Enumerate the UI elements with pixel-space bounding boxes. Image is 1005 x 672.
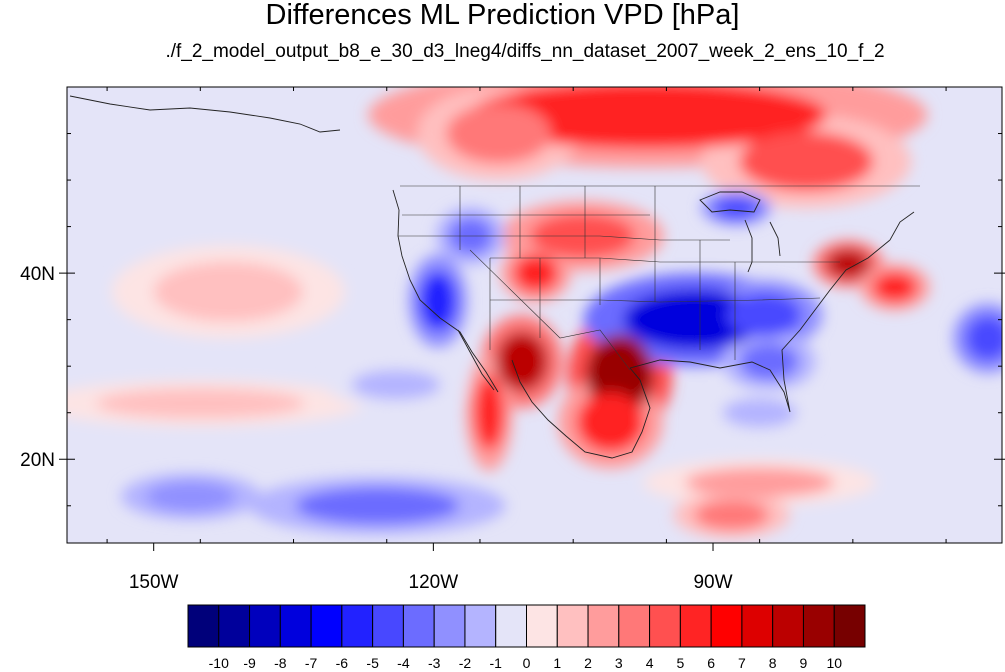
colorbar-label: -2 — [459, 655, 472, 671]
colorbar-label: -1 — [490, 655, 503, 671]
colorbar-label: -5 — [366, 655, 379, 671]
colorbar-swatch-20 — [802, 604, 835, 648]
colorbar-label: -6 — [336, 655, 349, 671]
x-tick-label: 150W — [129, 572, 179, 593]
anomaly-region-0 — [468, 87, 827, 149]
colorbar-swatch-9 — [464, 604, 497, 648]
colorbar-label: 10 — [826, 655, 842, 671]
colorbar-label: 9 — [800, 655, 808, 671]
colorbar-swatch-6 — [372, 604, 404, 648]
y-tick-label: 20N — [20, 450, 55, 471]
anomaly-region-25 — [722, 397, 797, 428]
anomaly-region-24 — [351, 369, 441, 400]
anomaly-region-21 — [965, 315, 1002, 361]
anomaly-region-4 — [513, 254, 559, 292]
anomaly-region-2 — [446, 103, 551, 164]
anomaly-region-22 — [295, 487, 460, 525]
anomaly-region-1 — [739, 131, 874, 192]
anomaly-region-5 — [495, 331, 549, 392]
y-tick-label: 40N — [20, 264, 55, 285]
colorbar-label: 3 — [615, 655, 623, 671]
axis-tick-labels: 150W 120W 90W 40N 20N — [20, 264, 732, 593]
colorbar-swatch-19 — [772, 604, 804, 648]
x-tick-label: 90W — [693, 572, 732, 593]
colorbar-label: 0 — [523, 655, 531, 671]
state-borders — [398, 185, 920, 371]
anomaly-region-10 — [872, 272, 918, 302]
coastlines — [69, 95, 915, 459]
colorbar-label: 8 — [769, 655, 777, 671]
colorbar-label: 1 — [553, 655, 561, 671]
anomaly-region-7 — [576, 392, 645, 452]
colorbar-swatch-15 — [649, 604, 681, 648]
anomaly-region-9 — [825, 248, 871, 279]
colorbar-swatch-12 — [556, 604, 589, 648]
colorbar-label: -7 — [305, 655, 318, 671]
colorbar-swatch-16 — [679, 604, 712, 648]
anomaly-region-8 — [474, 375, 505, 450]
colorbar-label: 4 — [646, 655, 654, 671]
anomaly-region-12 — [694, 500, 769, 530]
chart-title: Differences ML Prediction VPD [hPa] — [265, 0, 740, 31]
anomaly-region-18 — [419, 271, 457, 331]
colorbar-swatch-5 — [341, 604, 374, 648]
colorbar-swatch-18 — [741, 604, 774, 648]
anomaly-region-20 — [713, 196, 759, 220]
colorbar-swatch-10 — [495, 604, 527, 648]
colorbar-swatch-4 — [310, 604, 343, 648]
colorbar-label: -4 — [397, 655, 410, 671]
colorbar-swatch-7 — [402, 604, 435, 648]
anomaly-region-13 — [153, 261, 303, 322]
colorbar-swatch-13 — [587, 604, 620, 648]
x-tick-label: 120W — [409, 572, 459, 593]
colorbar-label: 5 — [676, 655, 684, 671]
plot-frame — [66, 86, 1003, 544]
colorbar-label: -9 — [243, 655, 256, 671]
colorbar-swatch-1 — [218, 604, 251, 648]
colorbar-label: -10 — [209, 655, 229, 671]
anomaly-region-11 — [685, 467, 835, 498]
anomaly-region-17 — [739, 342, 799, 381]
colorbar-label: 6 — [707, 655, 715, 671]
colorbar-label: 7 — [738, 655, 746, 671]
colorbar-label: -3 — [428, 655, 441, 671]
colorbar-swatch-2 — [249, 604, 281, 648]
colorbar-swatch-11 — [526, 604, 558, 648]
axis-ticks — [59, 86, 1005, 551]
colorbar-swatch-17 — [710, 604, 743, 648]
colorbar-label: -8 — [274, 655, 287, 671]
anomaly-region-14 — [95, 388, 305, 419]
anomaly-region-15 — [623, 289, 766, 350]
colorbar-swatch-3 — [279, 604, 312, 648]
colorbar-swatch-8 — [433, 604, 466, 648]
anomaly-region-23 — [146, 481, 236, 512]
chart-subtitle: ./f_2_model_output_b8_e_30_d3_lneg4/diff… — [165, 41, 885, 62]
colorbar-swatch-0 — [187, 604, 220, 648]
colorbar-swatch-21 — [833, 604, 866, 648]
colorbar-label: 2 — [584, 655, 592, 671]
anomaly-region-16 — [727, 292, 802, 338]
colorbar-swatch-14 — [618, 604, 651, 648]
